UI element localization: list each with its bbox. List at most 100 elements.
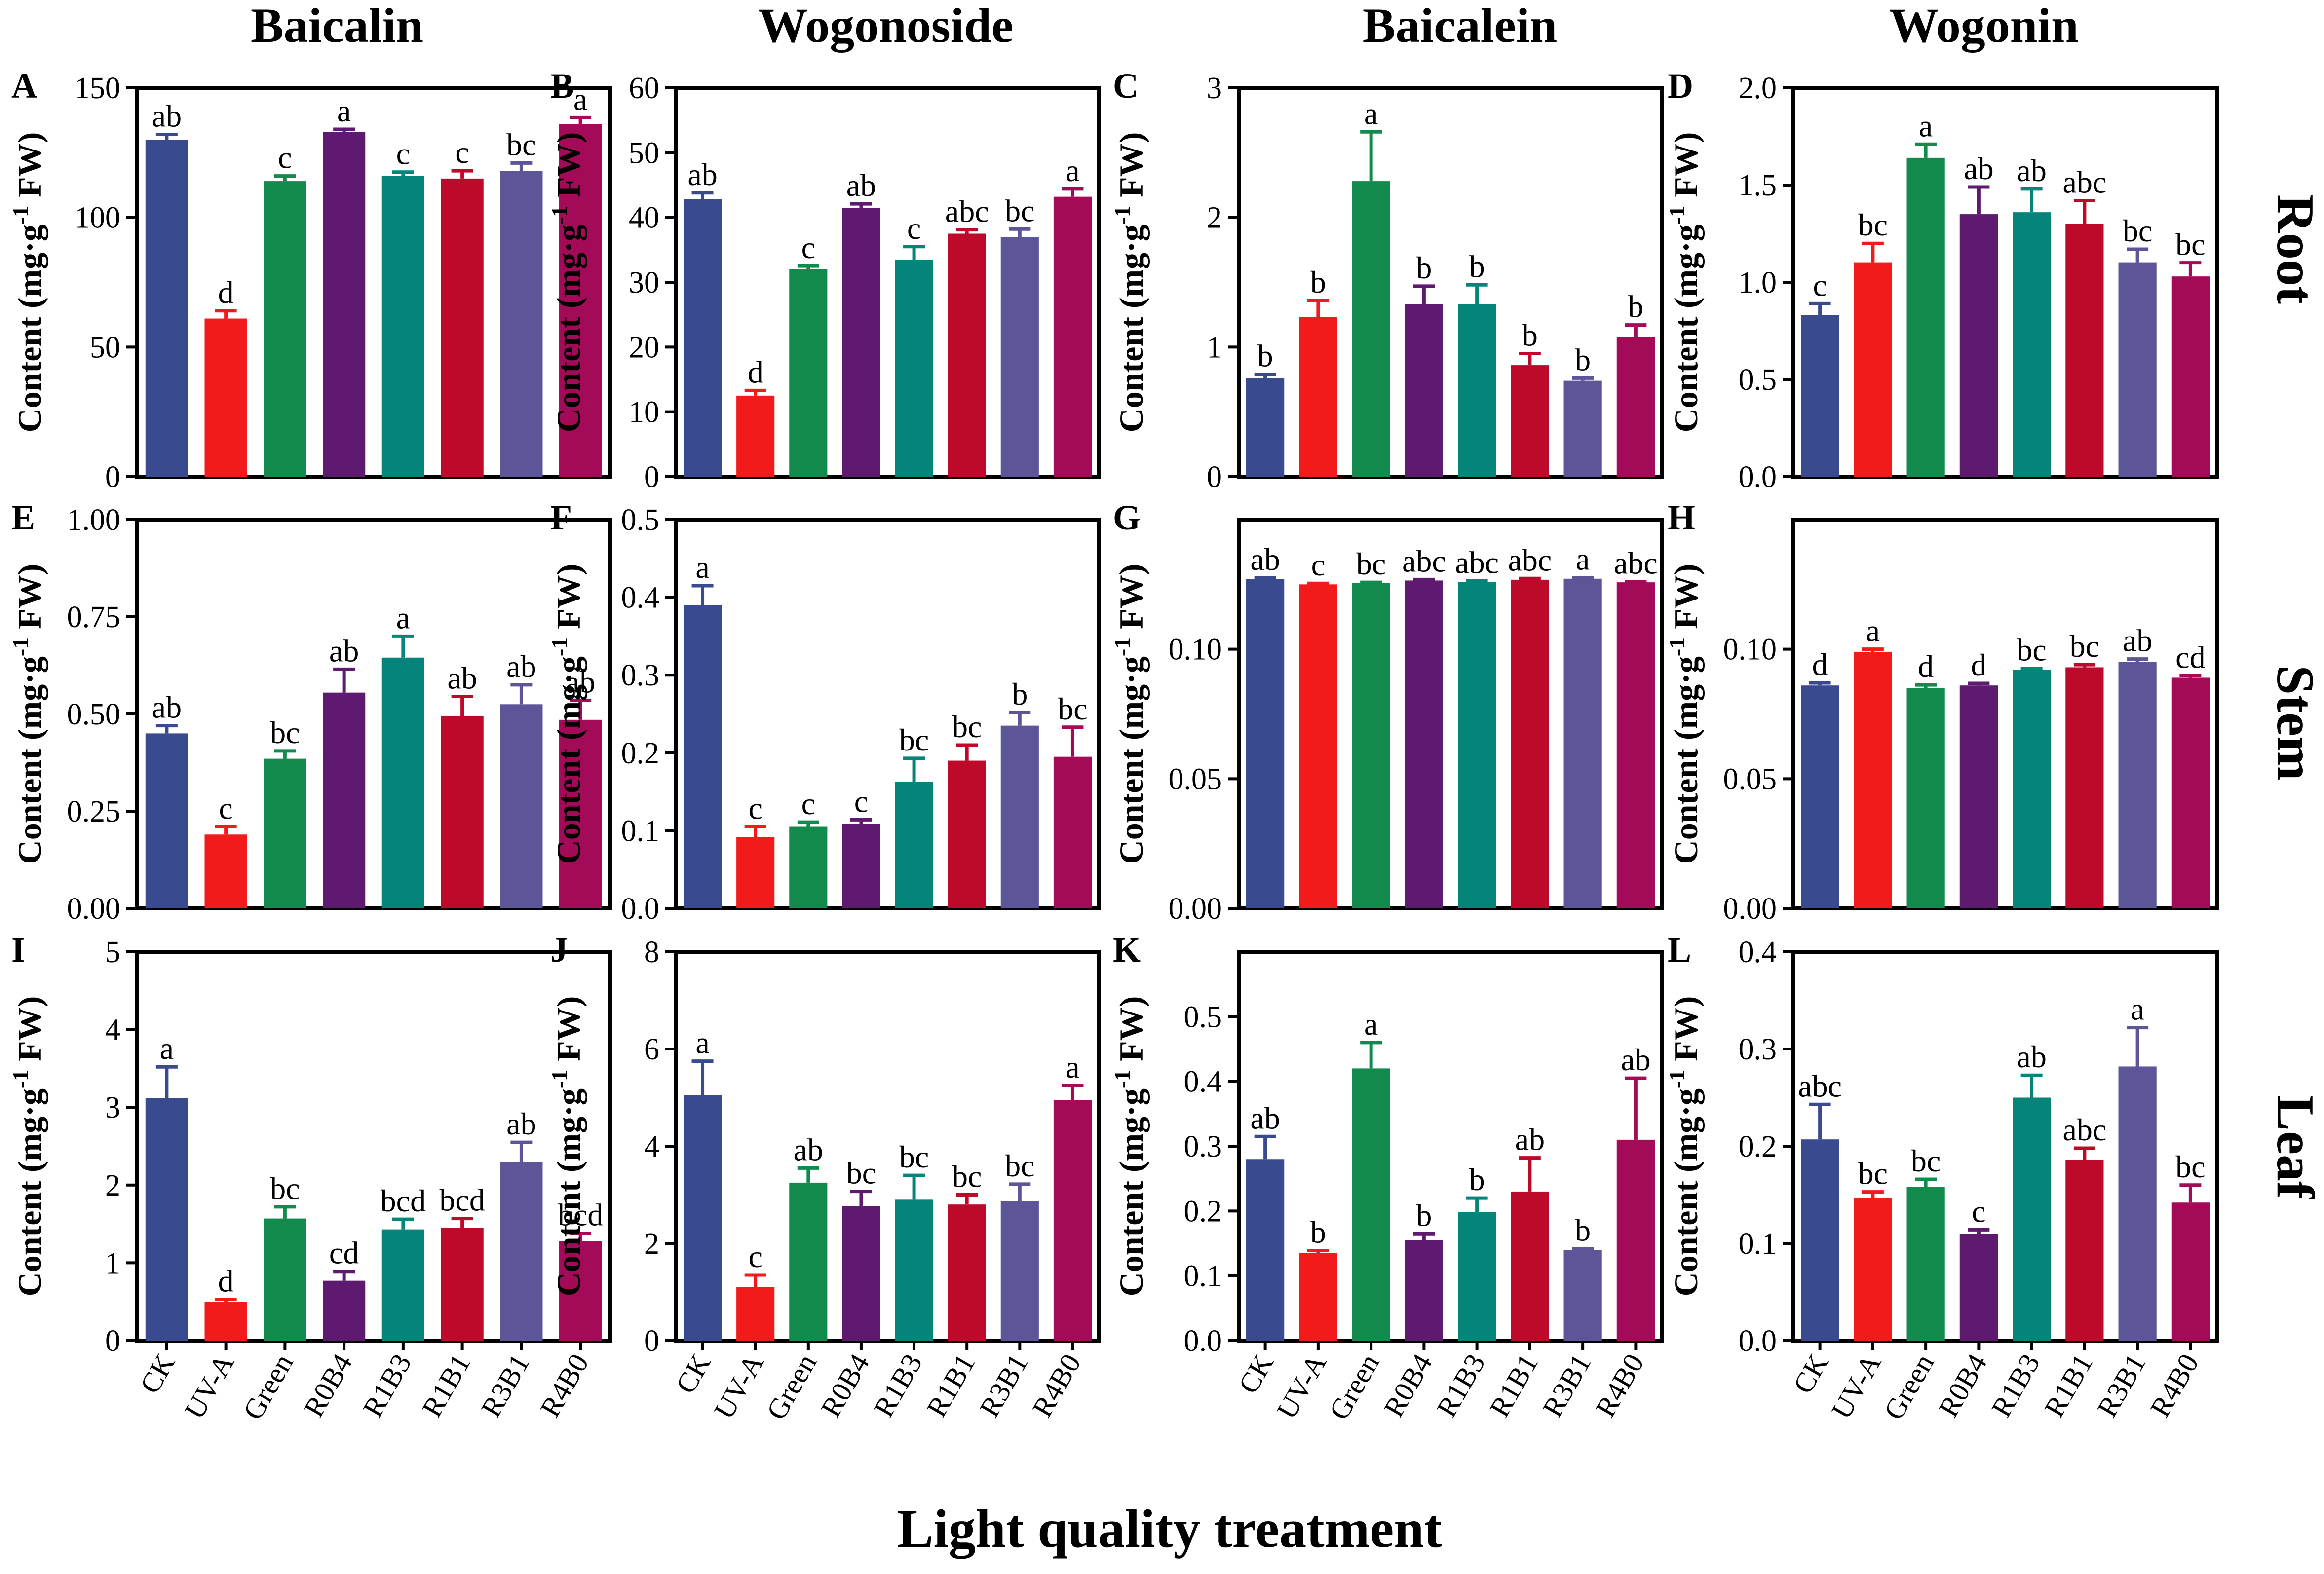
y-axis-label-end: FW) [11, 564, 48, 637]
y-axis-label-sup: -1 [1109, 206, 1135, 225]
bar-r1b3 [1458, 1212, 1496, 1341]
bar-r1b3 [895, 260, 933, 477]
y-tick-label: 4 [644, 1130, 659, 1163]
bar-uv-a [1854, 262, 1892, 477]
y-tick-label: 3 [105, 1091, 120, 1124]
x-tick-label: R4B0 [533, 1349, 595, 1423]
y-tick-label: 0.4 [1739, 936, 1777, 969]
bar-r1b3 [895, 782, 933, 908]
bar-r1b1 [948, 760, 986, 908]
significance-letter: c [1813, 267, 1827, 302]
bar-uv-a [736, 837, 775, 908]
panel-c: C 0 1 2 3 Content (mg·g-1 FW) b b a b b b b b [1109, 66, 1664, 494]
bar-uv-a [204, 1302, 247, 1341]
bar-r0b4 [323, 132, 366, 477]
bar-r4b0 [1616, 1139, 1655, 1341]
y-tick-label: 0.00 [1169, 892, 1222, 926]
significance-letter: a [1066, 1049, 1079, 1085]
y-tick-label: 0 [105, 460, 120, 494]
bar-r1b1 [948, 233, 986, 477]
y-tick-label: 0.5 [621, 503, 660, 537]
significance-letter: c [219, 791, 232, 826]
bar-ck [683, 605, 722, 908]
y-tick-label: 0.2 [621, 737, 660, 770]
significance-letter: ab [1515, 1122, 1545, 1157]
x-tick-label: R1B3 [1985, 1349, 2046, 1423]
x-tick-label: CK [1232, 1349, 1280, 1399]
plot-frame [1237, 518, 1664, 910]
x-tick-label: R4B0 [1026, 1349, 1087, 1423]
x-tick-label: R0B4 [1377, 1349, 1439, 1423]
bar-r3b1 [1000, 1201, 1039, 1341]
significance-letter: b [1628, 289, 1643, 324]
y-tick-label: 30 [629, 266, 659, 300]
bar-green [1906, 688, 1945, 908]
bar-r1b3 [895, 1199, 933, 1341]
y-tick-label: 0.3 [621, 659, 660, 692]
y-axis-label-main: Content (mg·g [550, 656, 587, 864]
significance-letter: bc [1858, 1156, 1888, 1191]
significance-letter: a [1576, 542, 1590, 577]
significance-letter: ab [1250, 542, 1280, 577]
x-tick-label: UV-A [708, 1349, 770, 1424]
x-tick-label: R3B1 [2091, 1349, 2152, 1423]
significance-letter: b [1469, 249, 1485, 284]
y-tick-label: 6 [644, 1033, 659, 1066]
bar-uv-a [1854, 651, 1892, 908]
significance-letter: ab [447, 661, 477, 696]
y-axis-label-main: Content (mg·g [11, 225, 48, 432]
y-axis-label: Content (mg·g-1 FW) [1664, 564, 1705, 864]
y-axis-label-sup: -1 [1664, 206, 1689, 225]
bar-uv-a [1299, 317, 1337, 477]
y-tick-label: 0.1 [621, 814, 660, 848]
bar-r1b3 [1458, 582, 1496, 908]
y-tick-label: 0.0 [1184, 1324, 1222, 1358]
bar-green [1906, 157, 1945, 477]
significance-letter: bc [1058, 691, 1087, 726]
plot-frame [1237, 86, 1664, 479]
bar-r1b1 [1511, 1191, 1549, 1341]
y-tick-label: 0.10 [1169, 633, 1222, 667]
y-tick-label: 4 [105, 1013, 120, 1047]
x-tick-label: R4B0 [1589, 1349, 1650, 1423]
significance-letter: a [160, 1031, 174, 1066]
significance-letter: bc [2017, 633, 2046, 668]
significance-letter: b [1310, 264, 1326, 300]
significance-letter: a [396, 600, 410, 635]
bar-r1b1 [948, 1204, 986, 1341]
panel-j: J 0 2 4 6 8 Content (mg·g-1 FW) a CK c UV-A ab Green… [547, 930, 1101, 1425]
significance-letter: ab [1964, 151, 1993, 186]
y-axis-label-end: FW) [550, 996, 587, 1070]
bar-r0b4 [1959, 685, 1998, 908]
x-tick-label: CK [1787, 1349, 1834, 1399]
bar-r1b1 [441, 178, 484, 477]
y-tick-label: 2 [1207, 201, 1222, 235]
x-tick-label: R1B1 [416, 1349, 477, 1423]
bar-r0b4 [1959, 1234, 1998, 1341]
y-axis-label-main: Content (mg·g [1667, 225, 1705, 432]
bar-green [264, 181, 306, 477]
y-tick-label: 2 [644, 1227, 659, 1261]
significance-letter: abc [1402, 543, 1446, 578]
significance-letter: a [1364, 96, 1378, 131]
x-tick-label: R1B1 [1483, 1349, 1544, 1423]
significance-letter: c [907, 211, 921, 246]
bar-r0b4 [323, 1280, 366, 1341]
panel-letter: D [1668, 66, 1693, 106]
panel-letter: E [11, 498, 35, 537]
panel-letter: F [550, 498, 572, 537]
bar-r4b0 [2171, 1202, 2210, 1341]
y-tick-label: 2.0 [1739, 72, 1777, 105]
significance-letter: bc [1356, 546, 1386, 581]
y-tick-label: 1 [105, 1246, 120, 1280]
significance-letter: bc [1911, 1143, 1941, 1178]
significance-letter: c [748, 791, 762, 826]
bar-r1b3 [2013, 1097, 2051, 1341]
significance-letter: d [1971, 647, 1986, 682]
bar-ck [1246, 378, 1285, 477]
plot-frame [135, 86, 612, 479]
